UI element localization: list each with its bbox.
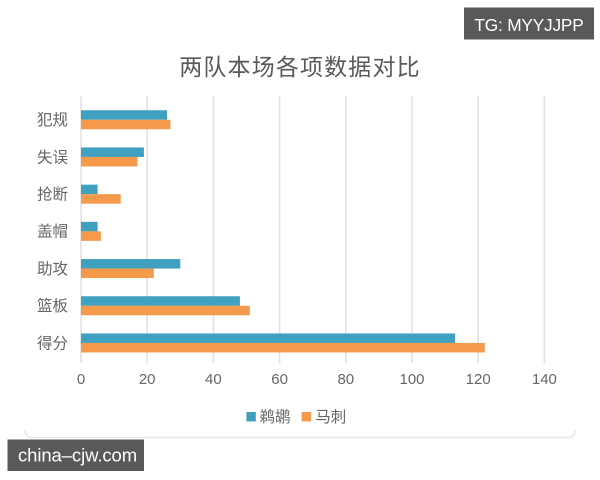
svg-text:犯规: 犯规	[37, 111, 68, 129]
svg-text:TG: MYYJJPP: TG: MYYJJPP	[474, 15, 583, 35]
svg-text:40: 40	[205, 371, 222, 388]
svg-text:0: 0	[77, 371, 85, 388]
svg-text:马刺: 马刺	[315, 408, 346, 426]
svg-text:100: 100	[399, 371, 424, 388]
svg-text:80: 80	[337, 371, 354, 388]
svg-text:抢断: 抢断	[37, 186, 68, 204]
svg-text:china–cjw.com: china–cjw.com	[18, 445, 137, 466]
svg-text:140: 140	[532, 371, 557, 388]
svg-text:20: 20	[139, 371, 156, 388]
svg-text:失误: 失误	[37, 148, 68, 166]
svg-text:得分: 得分	[37, 334, 68, 352]
svg-text:助攻: 助攻	[37, 260, 69, 278]
svg-text:鹈鹕: 鹈鹕	[260, 408, 291, 426]
svg-text:60: 60	[271, 371, 288, 388]
svg-text:盖帽: 盖帽	[37, 223, 68, 241]
svg-text:篮板: 篮板	[37, 297, 68, 315]
svg-text:120: 120	[466, 371, 491, 388]
svg-text:两队本场各项数据对比: 两队本场各项数据对比	[179, 54, 421, 80]
